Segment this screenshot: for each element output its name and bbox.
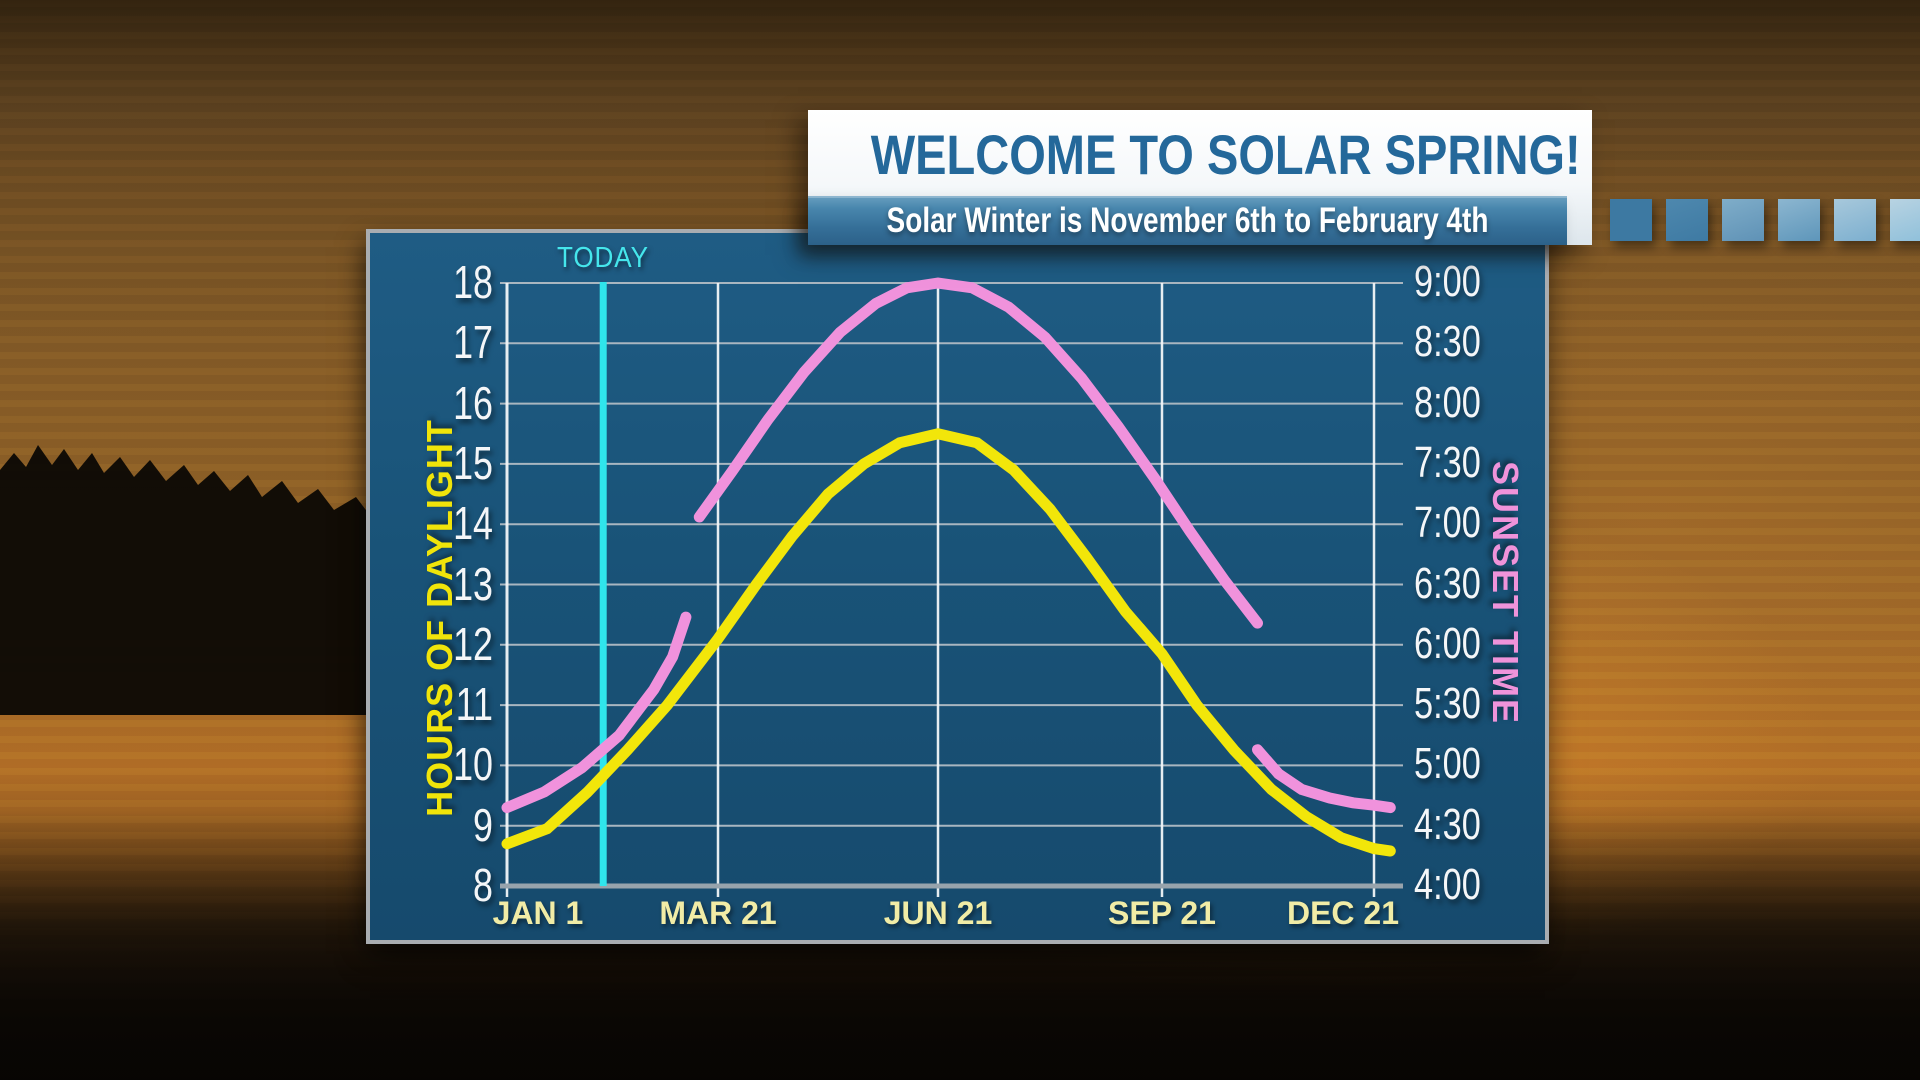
decor-square-4 <box>1778 199 1820 241</box>
y-axis-left-tick: 13 <box>453 557 493 610</box>
decor-square-3 <box>1722 199 1764 241</box>
chart-plot-area <box>370 233 1545 940</box>
y-axis-right-tick: 4:30 <box>1414 799 1481 849</box>
y-axis-right-tick: 6:30 <box>1414 558 1481 608</box>
daylight-chart-panel: TODAY HOURS OF DAYLIGHT SUNSET TIME 8 4:0… <box>366 229 1549 944</box>
x-axis-tick: JAN 1 <box>492 895 584 931</box>
today-marker-label: TODAY <box>556 242 649 274</box>
y-axis-left-tick: 16 <box>453 376 493 429</box>
y-axis-left-tick: 9 <box>473 798 493 851</box>
y-axis-right-tick: 8:30 <box>1414 317 1481 367</box>
y-axis-left-tick: 18 <box>453 256 493 308</box>
x-axis-tick: JUN 21 <box>883 895 993 931</box>
x-axis-tick: DEC 21 <box>1286 895 1400 931</box>
decor-square-1 <box>1610 199 1652 241</box>
y-axis-right-tick: 5:30 <box>1414 679 1481 729</box>
page-title: WELCOME TO SOLAR SPRING! <box>870 123 1581 186</box>
y-axis-left-tick: 14 <box>453 497 493 550</box>
subtitle-banner: Solar Winter is November 6th to February… <box>808 196 1567 245</box>
y-axis-right-tick: 4:00 <box>1414 860 1481 909</box>
y-axis-left-tick: 8 <box>473 859 493 911</box>
y-axis-left-tick: 15 <box>453 436 493 489</box>
page-subtitle: Solar Winter is November 6th to February… <box>886 201 1489 240</box>
y-axis-right-tick: 5:00 <box>1414 739 1481 789</box>
y-axis-right-tick: 9:00 <box>1414 257 1481 306</box>
y-axis-right-tick: 7:00 <box>1414 498 1481 548</box>
y-axis-left-tick: 11 <box>455 678 493 731</box>
y-axis-right-tick: 7:30 <box>1414 437 1481 487</box>
decor-square-2 <box>1666 199 1708 241</box>
x-axis-tick: MAR 21 <box>659 895 777 931</box>
decor-square-5 <box>1834 199 1876 241</box>
y-axis-left-tick: 10 <box>453 738 493 791</box>
y-axis-left-tick: 12 <box>453 617 493 670</box>
chart-plot <box>500 277 1403 897</box>
y-axis-left-tick: 17 <box>453 316 493 369</box>
y-axis-right-tick: 6:00 <box>1414 618 1481 668</box>
x-axis-tick: SEP 21 <box>1108 895 1216 931</box>
y-axis-right-tick: 8:00 <box>1414 377 1481 427</box>
decor-square-6 <box>1890 199 1920 241</box>
